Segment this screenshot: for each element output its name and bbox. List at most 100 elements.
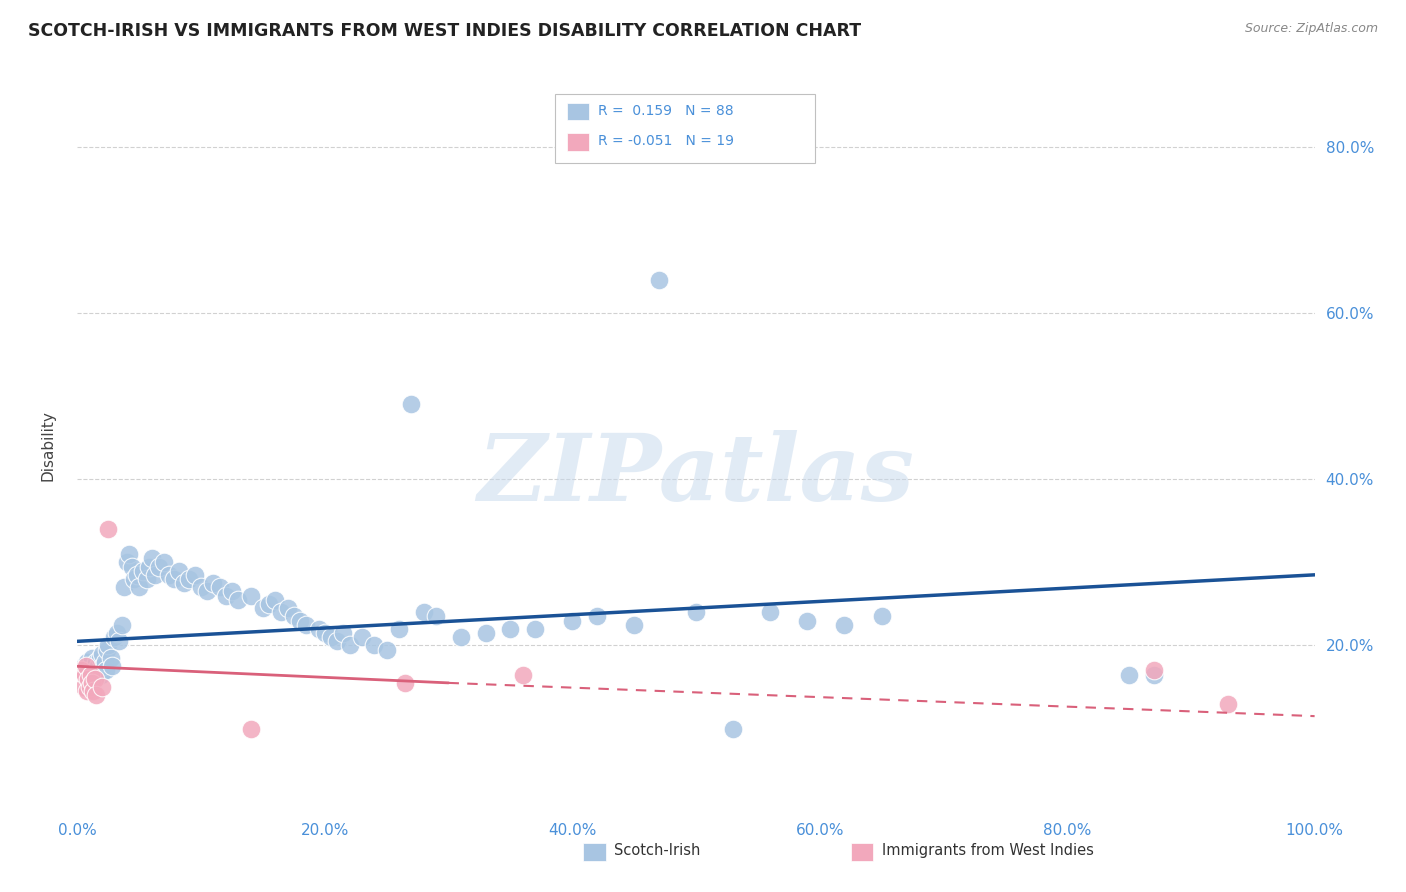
Point: [75, 659, 97, 673]
Point: [648, 273, 671, 287]
Point: [623, 617, 645, 632]
Point: [105, 626, 128, 640]
Point: [283, 609, 305, 624]
Point: [91, 647, 114, 661]
Point: [561, 614, 583, 628]
Point: [202, 576, 225, 591]
Point: [128, 580, 150, 594]
Point: [112, 580, 135, 594]
Point: [80, 667, 103, 681]
Point: [394, 676, 416, 690]
Point: [72, 659, 94, 673]
Point: [125, 567, 148, 582]
Point: [97, 639, 120, 653]
Point: [221, 584, 243, 599]
Point: [73, 667, 96, 681]
Point: [84, 689, 107, 703]
Point: [499, 622, 522, 636]
Point: [257, 597, 280, 611]
Point: [834, 617, 856, 632]
Point: [685, 605, 707, 619]
Point: [295, 617, 318, 632]
Point: [326, 634, 349, 648]
Point: [72, 680, 94, 694]
Point: [153, 555, 176, 569]
Point: [82, 676, 104, 690]
Point: [721, 722, 744, 736]
Point: [264, 592, 287, 607]
Point: [208, 580, 231, 594]
Point: [87, 659, 110, 673]
Point: [157, 567, 180, 582]
Point: [412, 605, 434, 619]
Point: [70, 664, 93, 678]
Point: [350, 630, 373, 644]
Point: [425, 609, 447, 624]
Point: [586, 609, 609, 624]
Point: [76, 684, 98, 698]
Point: [143, 567, 166, 582]
Point: [173, 576, 195, 591]
Text: R = -0.051   N = 19: R = -0.051 N = 19: [598, 134, 734, 148]
Point: [870, 609, 893, 624]
Point: [93, 655, 115, 669]
Point: [270, 605, 292, 619]
Point: [94, 664, 117, 678]
Point: [111, 617, 134, 632]
Point: [288, 614, 311, 628]
Point: [135, 572, 157, 586]
Point: [524, 622, 547, 636]
Point: [103, 630, 125, 644]
Point: [177, 572, 200, 586]
Text: Immigrants from West Indies: Immigrants from West Indies: [882, 844, 1094, 858]
Y-axis label: Disability: Disability: [41, 410, 55, 482]
Point: [118, 547, 141, 561]
Point: [121, 559, 143, 574]
Point: [108, 634, 131, 648]
Point: [796, 614, 818, 628]
Point: [167, 564, 190, 578]
Text: Scotch-Irish: Scotch-Irish: [614, 844, 700, 858]
Point: [215, 589, 238, 603]
Point: [1143, 664, 1166, 678]
Point: [89, 651, 111, 665]
Point: [138, 559, 160, 574]
Point: [388, 622, 411, 636]
Point: [82, 651, 104, 665]
Point: [1143, 667, 1166, 681]
Point: [76, 655, 98, 669]
Point: [363, 639, 385, 653]
Text: SCOTCH-IRISH VS IMMIGRANTS FROM WEST INDIES DISABILITY CORRELATION CHART: SCOTCH-IRISH VS IMMIGRANTS FROM WEST IND…: [28, 22, 862, 40]
Point: [163, 572, 186, 586]
Point: [86, 664, 108, 678]
Point: [226, 592, 249, 607]
Point: [195, 584, 218, 599]
Point: [82, 667, 104, 681]
Text: R =  0.159   N = 88: R = 0.159 N = 88: [598, 103, 733, 118]
Point: [77, 672, 100, 686]
Point: [314, 626, 336, 640]
Point: [79, 664, 101, 678]
Point: [1216, 697, 1239, 711]
Point: [375, 642, 398, 657]
Point: [277, 601, 299, 615]
Point: [91, 659, 114, 673]
Point: [148, 559, 170, 574]
Point: [132, 564, 155, 578]
Text: Source: ZipAtlas.com: Source: ZipAtlas.com: [1244, 22, 1378, 36]
Point: [759, 605, 782, 619]
Point: [84, 655, 107, 669]
Point: [141, 551, 163, 566]
Point: [90, 667, 112, 681]
Point: [122, 572, 145, 586]
Point: [319, 630, 342, 644]
Text: ZIPatlas: ZIPatlas: [478, 430, 914, 520]
Point: [100, 651, 122, 665]
Point: [252, 601, 274, 615]
Point: [450, 630, 472, 644]
Point: [83, 659, 105, 673]
Point: [82, 684, 104, 698]
Point: [79, 680, 101, 694]
Point: [83, 672, 105, 686]
Point: [91, 680, 114, 694]
